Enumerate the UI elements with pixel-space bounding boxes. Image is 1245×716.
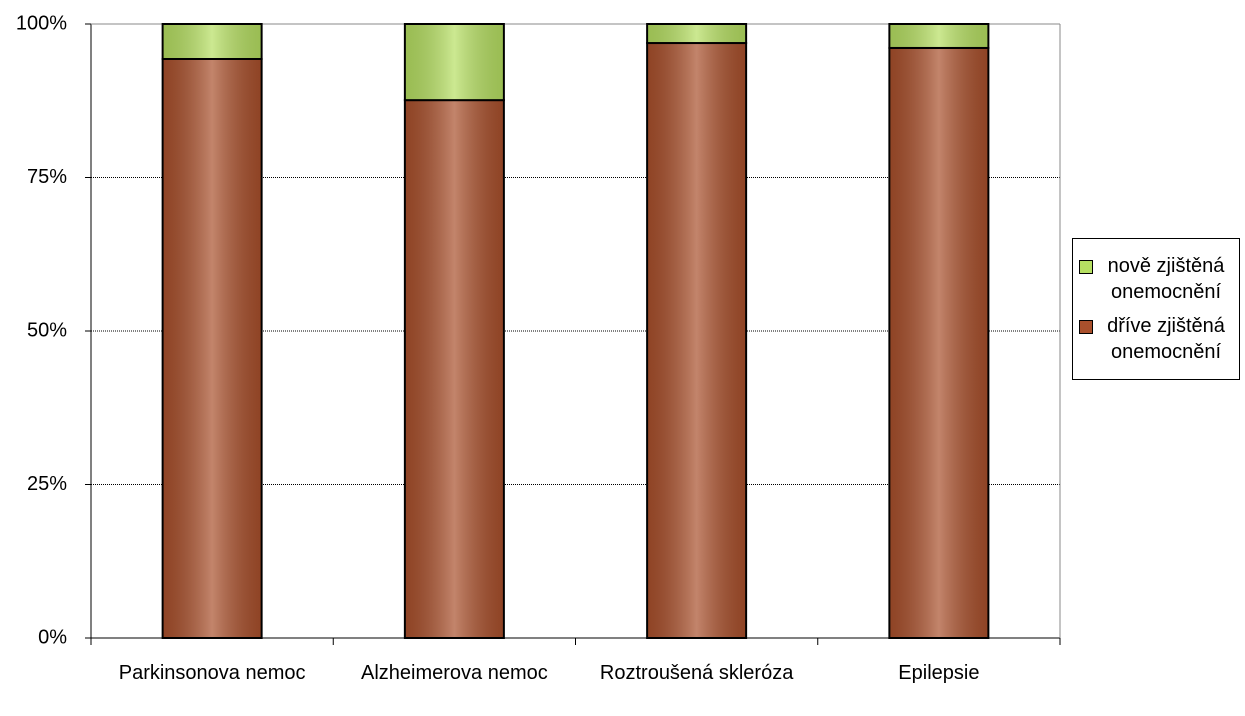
legend-item: dříve zjištěná onemocnění xyxy=(1073,309,1239,369)
bar-shine xyxy=(163,59,261,638)
legend-label: nově zjištěná onemocnění xyxy=(1107,255,1225,303)
x-tick-label: Alzheimerova nemoc xyxy=(361,662,548,684)
x-tick-label: Epilepsie xyxy=(898,662,980,684)
y-tick-label: 100% xyxy=(16,12,67,34)
y-tick-label: 0% xyxy=(38,626,67,648)
bar-shine xyxy=(405,25,503,100)
y-tick-label: 75% xyxy=(27,166,67,188)
legend-swatch xyxy=(1079,320,1093,334)
bar-shine xyxy=(648,25,746,43)
legend-swatch xyxy=(1079,260,1093,274)
bar-shine xyxy=(405,101,503,638)
x-tick-label: Roztroušená skleróza xyxy=(599,662,794,684)
x-tick-label: Parkinsonova nemoc xyxy=(118,662,306,684)
bar-shine xyxy=(648,44,746,638)
bar-shine xyxy=(890,48,988,638)
legend-label: dříve zjištěná onemocnění xyxy=(1107,315,1225,363)
bar-shine xyxy=(890,25,988,47)
legend: nově zjištěná onemocnění dříve zjištěná o… xyxy=(1072,238,1240,380)
legend-item: nově zjištěná onemocnění xyxy=(1073,249,1239,309)
y-tick-label: 25% xyxy=(27,473,67,495)
y-tick-label: 50% xyxy=(27,319,67,341)
bar-shine xyxy=(163,25,261,58)
